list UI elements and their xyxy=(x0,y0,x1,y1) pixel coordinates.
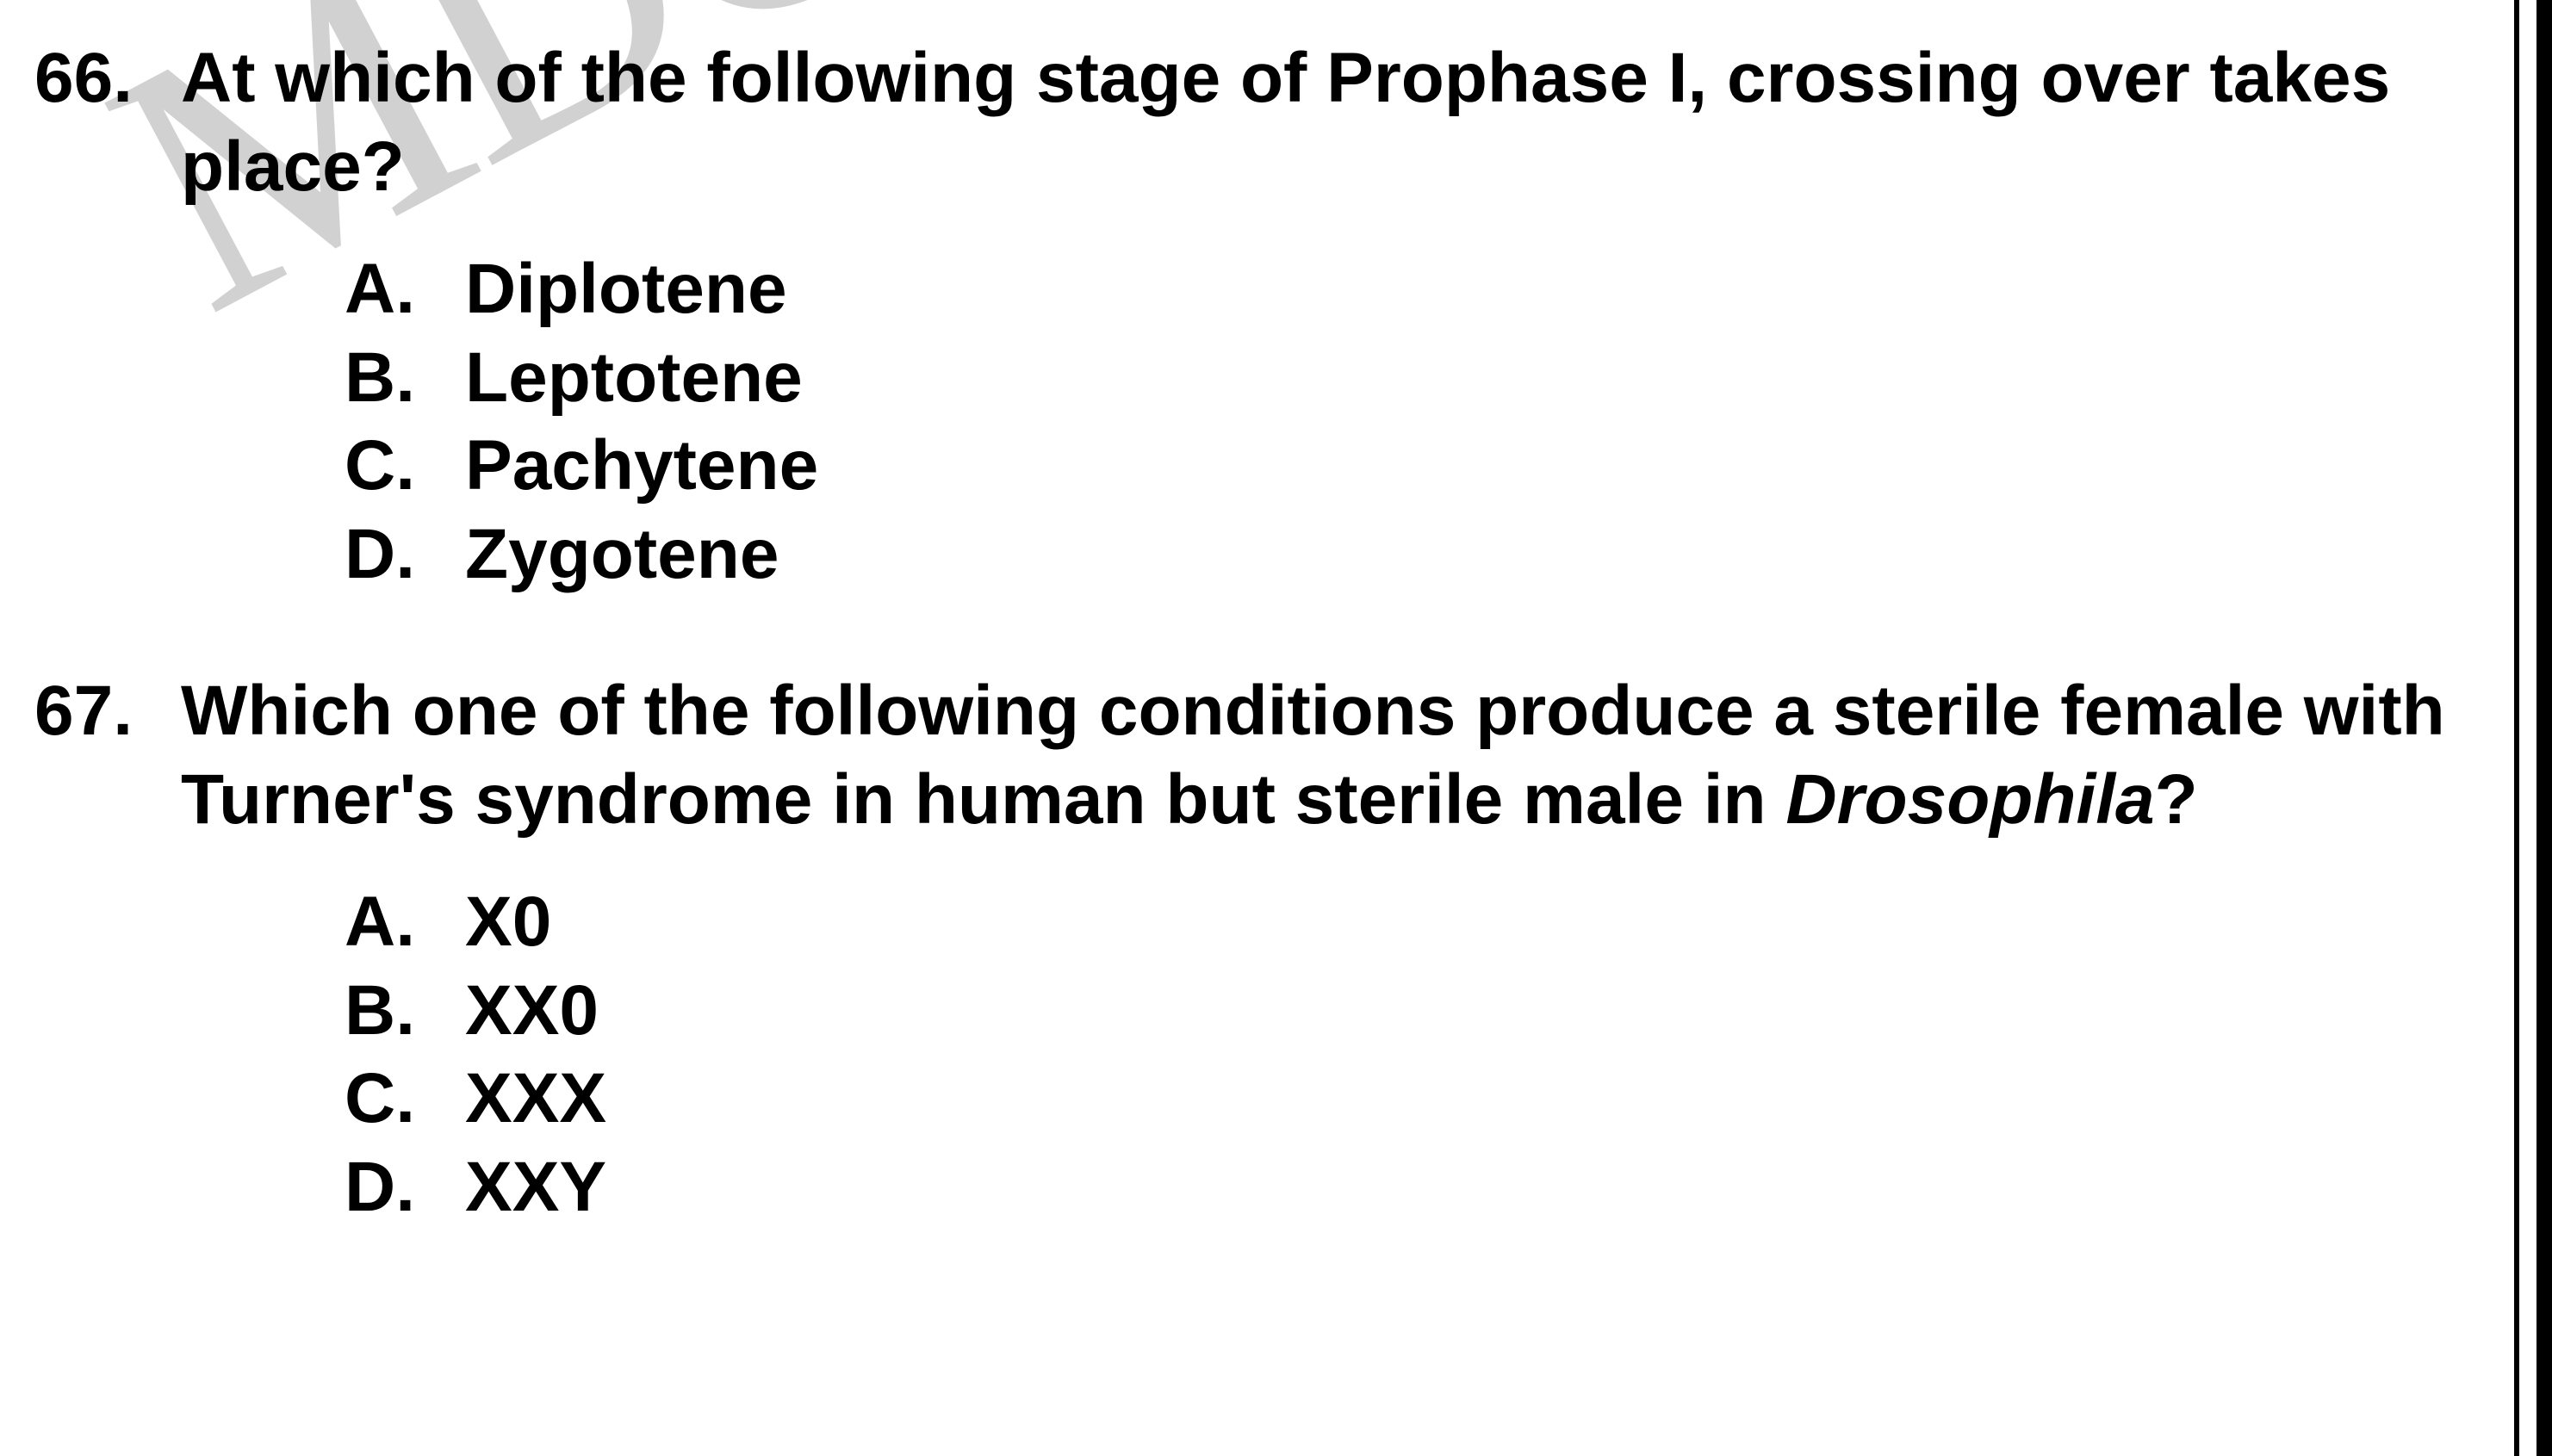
question-text: Which one of the following conditions pr… xyxy=(181,667,2500,844)
question-number: 67. xyxy=(34,667,181,756)
option-letter: A. xyxy=(345,245,465,334)
option-row: A. Diplotene xyxy=(345,245,2500,334)
question-block: 66. At which of the following stage of P… xyxy=(34,34,2500,598)
option-text: X0 xyxy=(465,878,2500,967)
option-row: B. XX0 xyxy=(345,967,2500,1056)
option-text: XXY xyxy=(465,1143,2500,1232)
option-text: XX0 xyxy=(465,967,2500,1056)
option-text: Pachytene xyxy=(465,422,2500,511)
option-letter: A. xyxy=(345,878,465,967)
option-row: B. Leptotene xyxy=(345,334,2500,423)
page-container: MDCAT 66. At which of the following stag… xyxy=(0,0,2552,1456)
option-letter: B. xyxy=(345,967,465,1056)
option-row: C. XXX xyxy=(345,1055,2500,1143)
option-text: Diplotene xyxy=(465,245,2500,334)
options-list: A. Diplotene B. Leptotene C. Pachytene D… xyxy=(345,245,2500,598)
question-head: 67. Which one of the following condition… xyxy=(34,667,2500,844)
option-text: XXX xyxy=(465,1055,2500,1143)
page-border-right-thick xyxy=(2536,0,2552,1456)
option-letter: D. xyxy=(345,511,465,599)
options-list: A. X0 B. XX0 C. XXX D. XXY xyxy=(345,878,2500,1231)
question-head: 66. At which of the following stage of P… xyxy=(34,34,2500,211)
question-text-part-italic: Drosophila xyxy=(1785,760,2154,839)
content-area: 66. At which of the following stage of P… xyxy=(34,34,2500,1231)
option-letter: D. xyxy=(345,1143,465,1232)
question-text: At which of the following stage of Proph… xyxy=(181,34,2500,211)
question-number: 66. xyxy=(34,34,181,123)
option-text: Leptotene xyxy=(465,334,2500,423)
page-border-right-thin xyxy=(2514,0,2519,1456)
question-text-part: ? xyxy=(2155,760,2198,839)
question-block: 67. Which one of the following condition… xyxy=(34,667,2500,1231)
option-letter: B. xyxy=(345,334,465,423)
option-row: D. XXY xyxy=(345,1143,2500,1232)
option-text: Zygotene xyxy=(465,511,2500,599)
question-text-part: At which of the following stage of Proph… xyxy=(181,39,2390,206)
option-letter: C. xyxy=(345,422,465,511)
option-row: D. Zygotene xyxy=(345,511,2500,599)
option-letter: C. xyxy=(345,1055,465,1143)
option-row: A. X0 xyxy=(345,878,2500,967)
option-row: C. Pachytene xyxy=(345,422,2500,511)
